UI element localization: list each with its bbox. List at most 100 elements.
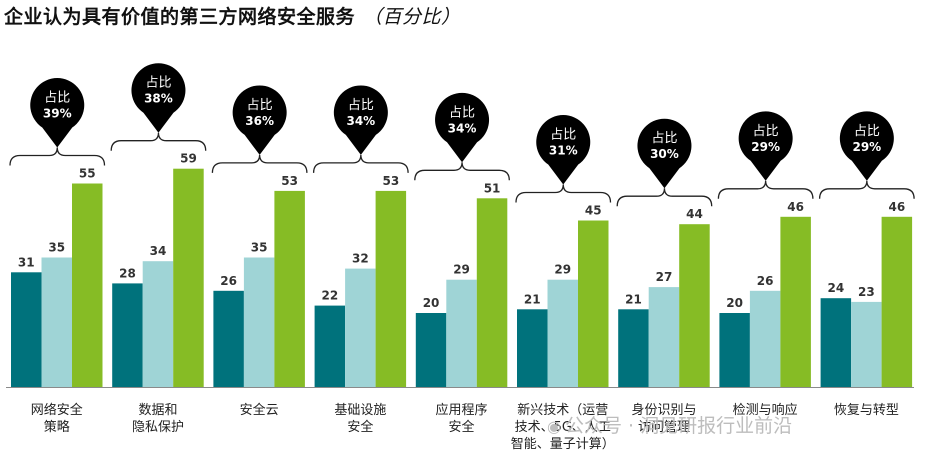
category-label-6-line-3: 智能、量子计算）	[511, 437, 615, 452]
share-pin-value-2: 38%	[144, 92, 173, 106]
data-label-series-1-4: 22	[321, 289, 338, 303]
data-label-series-3-9: 46	[888, 200, 905, 214]
data-label-series-1-1: 31	[18, 255, 35, 269]
share-pin-value-4: 34%	[346, 114, 375, 128]
share-pin-label-2: 占比	[145, 76, 171, 91]
data-label-series-3-5: 51	[484, 181, 501, 195]
bar-series-1-5	[415, 313, 447, 387]
data-label-series-1-8: 20	[726, 296, 743, 310]
share-pin-4	[333, 85, 388, 155]
share-pin-9	[839, 111, 894, 181]
category-label-6-line-1: 新兴技术（运营	[517, 402, 608, 418]
bar-series-3-4	[375, 190, 407, 387]
category-label-5-line-2: 安全	[449, 419, 475, 435]
category-label-7-line-1: 身份识别与	[631, 402, 696, 418]
data-label-series-1-6: 21	[524, 292, 541, 306]
share-pin-1	[30, 78, 85, 148]
data-label-series-3-4: 53	[382, 174, 399, 188]
data-label-series-1-9: 24	[827, 281, 844, 295]
bar-series-2-9	[851, 301, 882, 387]
data-label-series-2-3: 35	[251, 241, 268, 255]
bar-series-1-4	[314, 305, 346, 387]
share-pin-value-9: 29%	[852, 140, 881, 154]
bar-series-2-8	[749, 290, 781, 387]
share-pin-value-6: 31%	[549, 144, 578, 158]
bar-series-2-3	[243, 257, 275, 387]
group-brace-2	[110, 132, 207, 151]
share-pin-2	[131, 63, 186, 133]
share-pin-value-8: 29%	[751, 140, 780, 154]
share-pin-label-1: 占比	[44, 91, 70, 106]
group-brace-1	[9, 147, 106, 166]
data-label-series-1-7: 21	[625, 292, 642, 306]
data-label-series-3-6: 45	[585, 204, 602, 218]
share-pin-label-6: 占比	[550, 128, 576, 143]
share-pin-7	[637, 118, 692, 189]
category-label-4-line-1: 基础设施	[334, 403, 386, 418]
bar-series-2-4	[345, 268, 376, 387]
bar-series-1-9	[820, 298, 852, 387]
group-brace-4	[312, 154, 409, 173]
group-brace-8	[717, 180, 814, 199]
wechat-icon: ◉	[547, 417, 561, 436]
data-label-series-2-2: 34	[150, 244, 167, 258]
category-label-8-line-1: 检测与响应	[733, 402, 798, 418]
share-pin-value-7: 30%	[650, 147, 679, 161]
data-label-series-3-1: 55	[79, 167, 96, 181]
category-label-1-line-2: 策略	[44, 419, 70, 435]
bar-series-2-7	[648, 287, 680, 387]
bar-series-2-6	[547, 279, 578, 387]
group-brace-7	[616, 188, 713, 207]
share-pin-value-5: 34%	[448, 121, 477, 135]
data-label-series-2-1: 35	[48, 241, 65, 255]
share-pin-3	[232, 85, 287, 155]
bar-series-1-3	[213, 290, 244, 387]
bar-series-1-7	[618, 309, 649, 387]
data-label-series-3-3: 53	[281, 174, 298, 188]
data-label-series-1-5: 20	[423, 296, 440, 310]
data-label-series-3-2: 59	[180, 152, 197, 166]
share-pin-label-9: 占比	[854, 124, 880, 139]
bar-series-3-5	[476, 198, 508, 387]
data-label-series-2-4: 32	[352, 252, 369, 266]
bar-series-2-2	[142, 261, 174, 387]
chart-title: 企业认为具有价值的第三方网络安全服务 （百分比）	[4, 2, 461, 29]
group-brace-5	[414, 162, 510, 181]
bar-series-1-2	[112, 283, 143, 387]
bar-series-3-6	[578, 220, 609, 387]
category-label-1-line-1: 网络安全	[31, 402, 83, 418]
share-pin-label-8: 占比	[753, 124, 779, 139]
share-pin-8	[738, 111, 793, 181]
share-pin-label-7: 占比	[651, 131, 677, 146]
category-label-3-line-1: 安全云	[240, 402, 279, 418]
bar-series-2-5	[446, 279, 477, 387]
data-label-series-2-9: 23	[858, 285, 875, 299]
category-label-2-line-1: 数据和	[138, 403, 177, 418]
share-pin-5	[435, 92, 490, 163]
bar-series-3-3	[274, 190, 305, 387]
share-pin-6	[536, 115, 591, 185]
group-brace-9	[818, 180, 915, 199]
data-label-series-2-8: 26	[757, 274, 774, 288]
bar-series-1-1	[11, 272, 42, 387]
category-label-4-line-2: 安全	[347, 419, 373, 435]
share-pin-value-1: 39%	[43, 107, 72, 121]
data-label-series-1-2: 28	[119, 266, 136, 280]
data-label-series-2-7: 27	[656, 270, 673, 284]
share-pin-label-5: 占比	[449, 105, 475, 120]
chart-subtitle: （百分比）	[363, 6, 461, 28]
share-pin-label-3: 占比	[247, 98, 273, 113]
group-brace-6	[515, 184, 612, 203]
share-pin-value-3: 36%	[245, 114, 274, 128]
group-brace-3	[211, 154, 308, 173]
data-label-series-3-7: 44	[686, 207, 703, 221]
data-label-series-2-5: 29	[453, 263, 470, 277]
bar-series-3-8	[780, 216, 811, 387]
bar-series-1-8	[719, 313, 750, 387]
bar-series-3-2	[173, 168, 204, 387]
bar-series-3-7	[679, 224, 710, 387]
chart-title-text: 企业认为具有价值的第三方网络安全服务	[4, 6, 356, 28]
data-label-series-3-8: 46	[787, 200, 804, 214]
category-label-2-line-2: 隐私保护	[132, 420, 184, 435]
